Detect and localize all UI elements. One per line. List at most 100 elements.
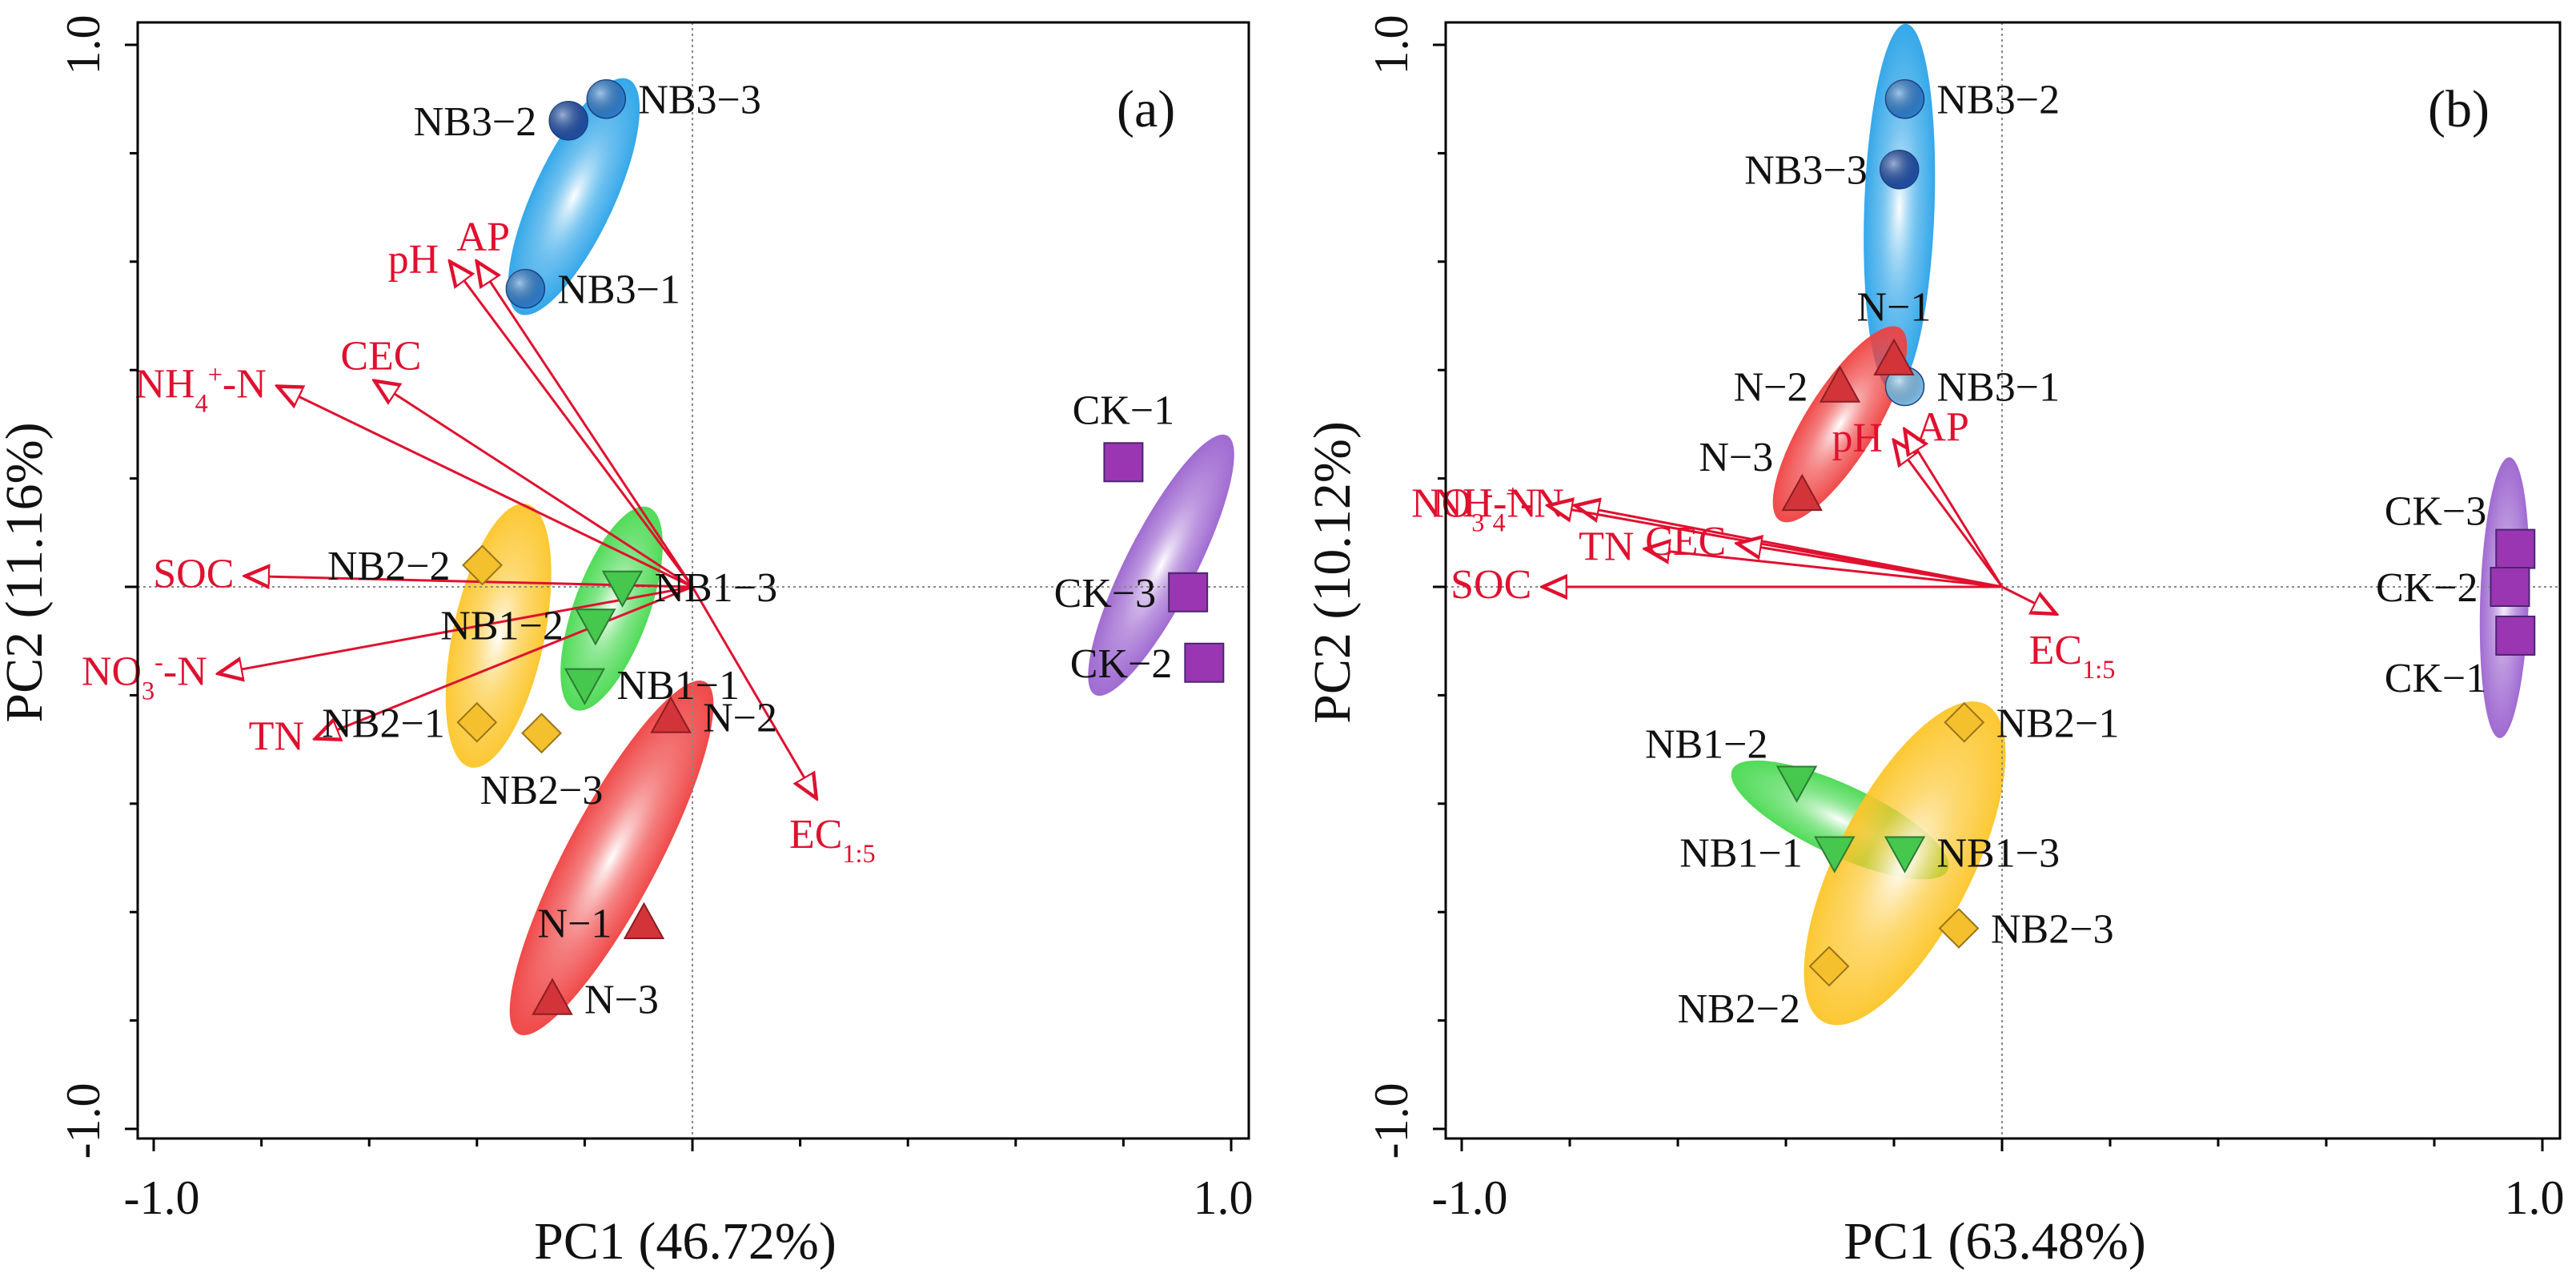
- panel-a-ellipses: [445, 78, 1234, 1035]
- panel-a-point-label-nb1-1: NB1−1: [616, 663, 740, 709]
- panel-b-point-label-nb3-2: NB3−2: [1937, 78, 2060, 123]
- panel-a-point-nb3-2-shine: [549, 101, 588, 140]
- panel-a-point-n-2: [650, 696, 692, 733]
- panel-a: SOC NH4+-N CEC pH AP NO3--N TN EC1:5 NB3−3 NB3−2…: [0, 15, 1254, 1271]
- panel-a-point-label-nb3-2: NB3−2: [414, 99, 537, 145]
- panel-b-point-label-nb1-1: NB1−1: [1679, 831, 1803, 877]
- panel-a-vector-no3-n: [219, 585, 693, 673]
- panel-a-vector-label-ap: AP: [457, 215, 510, 260]
- panel-b-vector-label-ec1-5: EC1:5: [2029, 628, 2116, 684]
- panel-b-vector-label-ap: AP: [1916, 405, 1969, 451]
- panel-b-point-nb2-1: [1944, 701, 1985, 743]
- panel-b-point-n-3: [1781, 473, 1823, 512]
- panel-a-vector-label-ph: pH: [388, 237, 439, 283]
- panel-a-point-nb2-3: [521, 713, 562, 754]
- panel-b-point-nb3-1-shine: [1885, 367, 1924, 406]
- panel-a-point-nb1-1: [564, 668, 606, 705]
- panel-a-vector-label-tn: TN: [249, 714, 304, 760]
- panel-b-point-label-nb1-2: NB1−2: [1645, 722, 1768, 768]
- panel-a-axes: [125, 21, 1250, 1151]
- panel-b-y-tick-min: -1.0: [1365, 1083, 1418, 1159]
- panel-b-y-axis-title: PC2 (10.12%): [1303, 421, 1362, 724]
- panel-b-point-label-ck-3: CK−3: [2385, 489, 2487, 535]
- panel-a-point-nb1-3: [601, 570, 644, 608]
- panel-a-vector-ap: [477, 262, 694, 588]
- panel-b-axes: [1433, 21, 2562, 1151]
- panel-b-point-label-n-3: N−3: [1699, 435, 1773, 480]
- panel-a-point-label-nb2-2: NB2−2: [327, 544, 451, 589]
- panel-a-point-nb3-1-shine: [506, 269, 545, 308]
- panel-a-vector-nh4-n: [278, 387, 693, 588]
- panel-b-x-axis-title: PC1 (63.48%): [1844, 1212, 2146, 1271]
- panel-a-vector-label-ec1-5: EC1:5: [789, 812, 876, 868]
- panel-a-point-label-ck-3: CK−3: [1054, 571, 1157, 616]
- panel-a-vector-label-no3-n: NO3--N: [82, 647, 207, 705]
- panel-b-point-nb3-2-shine: [1885, 79, 1924, 118]
- panel-a-point-label-nb2-1: NB2−1: [322, 701, 445, 746]
- panel-a-point-label-n-2: N−2: [703, 695, 777, 741]
- panel-a-vector-tn: [315, 585, 693, 739]
- panel-a-label: (a): [1117, 80, 1175, 139]
- panel-b-vector-label-no3-n: NO3--N: [1411, 479, 1537, 536]
- panel-b-x-tick-max: 1.0: [2505, 1171, 2565, 1224]
- panel-b-vector-label-cec: CEC: [1645, 519, 1726, 564]
- panel-a-points: NB3−3 NB3−2 NB3−1 NB1−3 NB1−1 NB1−2 NB2−2 NB2−1…: [322, 78, 1225, 1023]
- panel-a-point-ck-3: [1168, 572, 1209, 612]
- panel-a-vector-label-nh4-n: NH4+-N: [134, 360, 266, 418]
- panel-b-point-label-nb1-3: NB1−3: [1937, 831, 2060, 877]
- panel-b-point-label-nb3-1: NB3−1: [1937, 365, 2060, 411]
- panel-a-ellipse-n: [509, 681, 714, 1035]
- panel-b-vector-cec: [1737, 544, 2003, 588]
- panel-b-point-nb3-3-shine: [1880, 150, 1919, 189]
- panel-b-y-tick-max: 1.0: [1365, 15, 1418, 75]
- panel-b-point-n-1: [1873, 338, 1915, 375]
- panel-b-vector-label-tn: TN: [1579, 524, 1634, 570]
- panel-a-ellipse-ck: [1088, 434, 1234, 697]
- panel-a-vectors: SOC NH4+-N CEC pH AP NO3--N TN EC1:5: [82, 215, 876, 868]
- panel-b-point-ck-1: [2495, 615, 2536, 656]
- panel-b-point-nb1-1: [1814, 836, 1856, 873]
- panel-a-vector-label-cec: CEC: [340, 334, 421, 379]
- panel-a-point-label-ck-2: CK−2: [1070, 641, 1173, 687]
- panel-b-point-nb2-2: [1808, 946, 1850, 987]
- panel-b-vector-label-ph: pH: [1832, 416, 1883, 461]
- panel-a-x-axis-title: PC1 (46.72%): [534, 1212, 837, 1271]
- panel-b-ellipse-nb3: [1864, 23, 1936, 392]
- panel-a-point-nb2-1: [456, 701, 498, 743]
- panel-b-x-tick-min: -1.0: [1432, 1171, 1508, 1224]
- panel-a-y-axis-title: PC2 (11.16%): [0, 422, 54, 722]
- panel-a-x-tick-max: 1.0: [1194, 1171, 1254, 1224]
- panel-b-vector-ec1-5: [2001, 585, 2056, 614]
- panel-a-point-nb3-3-shine: [587, 79, 626, 118]
- panel-a-point-label-nb1-2: NB1−2: [440, 603, 564, 649]
- panel-a-point-ck-1: [1103, 442, 1144, 483]
- panel-a-ellipse-nb3: [508, 78, 640, 315]
- panel-b-point-ck-3: [2495, 528, 2536, 569]
- panel-a-vector-ec1-5: [691, 586, 817, 798]
- panel-b-point-label-nb2-3: NB2−3: [1991, 907, 2114, 953]
- panel-b-point-label-nb2-1: NB2−1: [1996, 701, 2120, 746]
- panel-b-points: NB3−2 NB3−3 NB3−1N−1 N−2 N−3 CK−3 CK−2 CK−1 NB2−…: [1645, 78, 2536, 1032]
- panel-a-vector-label-soc: SOC: [153, 551, 234, 596]
- panel-b-point-ck-2: [2490, 567, 2530, 607]
- panel-b-point-label-n-2: N−2: [1734, 365, 1808, 411]
- panel-b-vector-ap: [1905, 430, 2004, 588]
- panel-a-point-label-n-3: N−3: [584, 978, 659, 1023]
- panel-b-vector-label-soc: SOC: [1451, 562, 1531, 608]
- panel-b-vector-ph: [1894, 440, 2004, 588]
- panel-a-point-label-nb1-3: NB1−3: [655, 565, 778, 611]
- panel-b-point-label-n-1: N−1: [1857, 285, 1932, 331]
- panel-a-vector-ph: [450, 262, 694, 588]
- panel-b-point-label-ck-1: CK−1: [2385, 656, 2487, 701]
- panel-a-ellipse-nb1: [560, 506, 663, 711]
- panel-b-point-nb2-3: [1938, 908, 1980, 949]
- panel-a-point-label-nb3-3: NB3−3: [638, 78, 761, 123]
- panel-a-vector-cec: [375, 381, 693, 588]
- panel-b-point-nb1-3: [1884, 836, 1926, 873]
- panel-a-point-n-3: [532, 978, 573, 1015]
- panel-a-point-n-1: [623, 902, 665, 939]
- panel-a-point-nb1-2: [575, 608, 616, 646]
